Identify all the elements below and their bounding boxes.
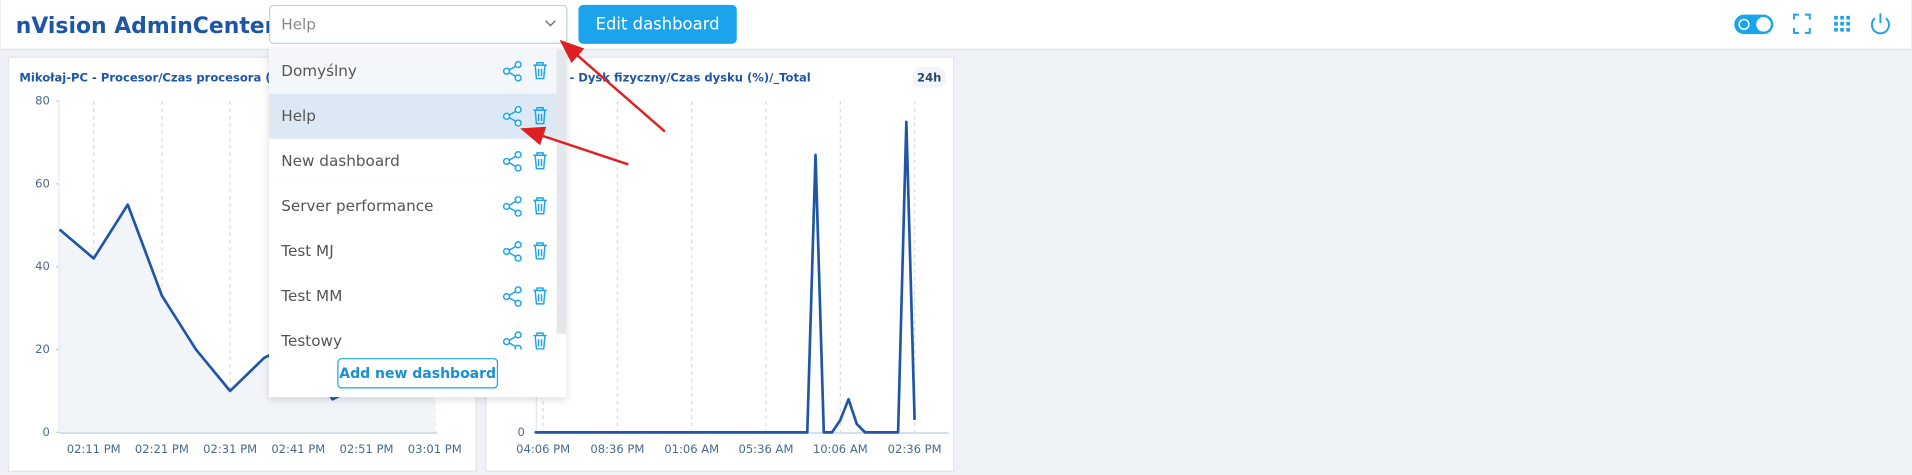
- share-icon[interactable]: [502, 337, 511, 346]
- range-label[interactable]: 24h: [917, 70, 941, 84]
- delete-icon[interactable]: [533, 242, 547, 260]
- x-tick-label: 02:21 PM: [135, 442, 189, 456]
- chart-title: Mikołaj-PC - Procesor/Czas procesora (%)…: [19, 70, 329, 85]
- y-tick-label: 80: [35, 94, 50, 108]
- range-badge[interactable]: [912, 66, 947, 88]
- share-icon[interactable]: [502, 67, 511, 75]
- share-icon[interactable]: [502, 157, 511, 166]
- scrollbar[interactable]: [556, 48, 567, 334]
- share-icon[interactable]: [514, 286, 522, 294]
- share-icon[interactable]: [514, 164, 522, 172]
- share-icon[interactable]: [514, 331, 522, 339]
- share-icon[interactable]: [514, 60, 522, 69]
- delete-icon[interactable]: [533, 287, 547, 305]
- edit-button[interactable]: [578, 4, 737, 44]
- annotation-arrow: [520, 126, 629, 166]
- share-icon[interactable]: [514, 119, 522, 127]
- share-icon[interactable]: [514, 241, 522, 249]
- share-icon[interactable]: [502, 247, 511, 256]
- x-tick-label: 02:41 PM: [271, 442, 325, 456]
- dropdown-item-label[interactable]: Help: [281, 107, 316, 125]
- toggle-knob[interactable]: [1756, 17, 1771, 32]
- share-icon[interactable]: [514, 196, 522, 204]
- y-tick-label: 60: [35, 176, 50, 190]
- x-tick-label: 01:06 AM: [664, 442, 719, 456]
- edit-button-label[interactable]: Edit dashboard: [596, 14, 720, 33]
- y-tick-label: 0: [42, 425, 49, 439]
- delete-icon[interactable]: [533, 61, 547, 80]
- x-tick-label: 02:11 PM: [67, 442, 121, 456]
- delete-icon[interactable]: [533, 152, 547, 170]
- y-tick-label: 20: [35, 342, 50, 356]
- y-tick-label: 40: [35, 259, 50, 273]
- share-icon[interactable]: [502, 202, 511, 211]
- share-icon[interactable]: [502, 112, 511, 120]
- line: [534, 120, 916, 434]
- add-dashboard-label[interactable]: Add new dashboard: [339, 366, 496, 382]
- chart-title: Mikołaj-PC - Dysk fizyczny/Czas dysku (%…: [497, 70, 811, 85]
- chevron[interactable]: [545, 20, 556, 27]
- dashboard-dropdown: Domyślny Help New dashboard Server performa…: [269, 48, 567, 398]
- add-dashboard-button[interactable]: [337, 358, 499, 389]
- power-icon[interactable]: [1870, 13, 1890, 35]
- charts: Mikołaj-PC - Procesor/Czas procesora (%)…: [19, 66, 949, 456]
- x-tick-label: 02:51 PM: [340, 442, 394, 456]
- x-tick-label: 08:36 PM: [590, 442, 644, 456]
- delete-icon[interactable]: [533, 332, 547, 350]
- share-icon[interactable]: [514, 344, 522, 351]
- toggle-icon[interactable]: [1738, 18, 1750, 30]
- x-tick-label: 03:01 PM: [408, 442, 462, 456]
- fullscreen-icon[interactable]: [1792, 13, 1811, 34]
- x-tick-label: 02:31 PM: [203, 442, 257, 456]
- x-tick-label: 02:36 PM: [888, 442, 942, 456]
- app-title: nVision AdminCenter: [16, 14, 276, 39]
- share-icon[interactable]: [514, 105, 522, 114]
- dropdown-item-label[interactable]: Test MM: [280, 287, 342, 305]
- apps-icon[interactable]: [1834, 15, 1850, 32]
- delete-icon[interactable]: [533, 197, 547, 215]
- area: [59, 204, 435, 433]
- x-tick-label: 05:36 AM: [739, 442, 794, 456]
- dropdown-item-label[interactable]: New dashboard: [281, 152, 400, 170]
- delete-icon[interactable]: [533, 107, 547, 125]
- x-tick-label: 04:06 PM: [516, 442, 570, 456]
- share-icon[interactable]: [502, 292, 511, 301]
- dropdown-item-label[interactable]: Test MJ: [280, 242, 333, 260]
- dashboard-select[interactable]: [269, 4, 568, 44]
- dropdown-item-label[interactable]: Server performance: [281, 197, 433, 215]
- dropdown-item-label[interactable]: Domyślny: [281, 62, 357, 80]
- dropdown-list: Domyślny Help New dashboard Server performa…: [269, 48, 557, 351]
- share-icon[interactable]: [514, 151, 522, 159]
- y-tick-label: 0: [517, 425, 524, 439]
- x-tick-label: 10:06 AM: [813, 442, 868, 456]
- toolbar-icons: [1734, 13, 1890, 35]
- selected-dashboard[interactable]: Help: [281, 15, 316, 33]
- dropdown-item-label[interactable]: Testowy: [280, 332, 342, 350]
- share-icon[interactable]: [514, 74, 522, 82]
- annotation-arrow: [559, 39, 666, 133]
- share-icon[interactable]: [514, 254, 522, 262]
- share-icon[interactable]: [514, 299, 522, 307]
- share-icon[interactable]: [514, 209, 522, 217]
